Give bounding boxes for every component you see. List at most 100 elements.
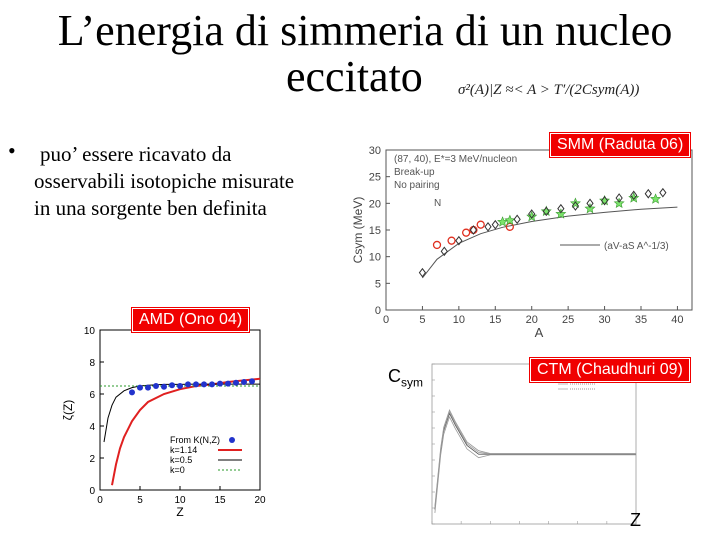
amd-data-point: [217, 380, 223, 387]
smm-y-tick-label: 5: [375, 278, 381, 290]
smm-breakup-point: [447, 236, 456, 245]
smm-x-tick-label: 5: [419, 314, 425, 326]
smm-nopairing-point: [540, 205, 552, 217]
amd-legend-label: k=1.14: [170, 445, 197, 455]
amd-y-tick-label: 10: [84, 326, 96, 337]
smm-n-point: [630, 190, 638, 201]
amd-data-point: [209, 381, 215, 388]
smm-label: SMM (Raduta 06): [550, 133, 691, 157]
smm-y-tick-label: 20: [369, 198, 381, 210]
ctm-chart: [418, 360, 644, 532]
smm-n-point: [528, 209, 536, 219]
smm-nopairing-point: [526, 210, 538, 222]
smm-n-point: [440, 246, 448, 257]
smm-nopairing-point: [628, 192, 640, 203]
csym-subscript: sym: [401, 375, 423, 390]
smm-x-tick-label: 15: [489, 314, 501, 326]
amd-x-tick-label: 0: [97, 495, 103, 506]
bullet-line-3: in una sorgente ben definita: [34, 196, 267, 220]
amd-data-point: [233, 379, 239, 386]
amd-y-tick-label: 2: [89, 454, 95, 465]
amd-y-tick-label: 6: [89, 390, 95, 401]
amd-x-tick-label: 15: [214, 495, 226, 506]
smm-n-point: [484, 221, 492, 232]
title-line-2: eccitato: [286, 52, 423, 101]
amd-label: AMD (Ono 04): [132, 308, 250, 332]
bullet-marker: •: [8, 138, 16, 163]
slide-title: L’energia di simmeria di un nucleo eccit…: [0, 8, 720, 100]
amd-data-point: [201, 381, 207, 388]
csym-main: C: [388, 366, 401, 386]
bullet-text: puo’ essere ricavato da osservabili isot…: [34, 141, 344, 222]
smm-y-tick-label: 10: [369, 252, 381, 264]
smm-y-axis-title: Csym (MeV): [352, 197, 365, 264]
ctm-curve: [434, 415, 636, 513]
amd-legend-label: k=0: [170, 465, 185, 475]
smm-n-point: [557, 203, 565, 214]
amd-data-point: [225, 380, 231, 387]
smm-breakup-point: [432, 240, 442, 250]
smm-nopairing-point: [555, 208, 567, 219]
smm-legend-breakup: Break-up: [394, 167, 435, 178]
smm-nopairing-point: [584, 202, 596, 214]
amd-y-tick-label: 0: [89, 486, 95, 497]
smm-y-tick-label: 15: [369, 225, 381, 237]
smm-x-tick-label: 25: [562, 314, 574, 326]
amd-x-axis-title: Z: [176, 505, 183, 519]
smm-nopairing-point: [613, 197, 625, 209]
amd-x-tick-label: 20: [254, 495, 266, 506]
smm-n-point: [542, 206, 550, 217]
smm-x-tick-label: 40: [671, 314, 683, 326]
amd-y-tick-label: 8: [89, 358, 95, 369]
smm-legend-curve: (aV-aS A^-1/3): [604, 241, 669, 252]
z-axis-label: Z: [630, 510, 641, 530]
amd-data-point: [177, 383, 183, 389]
bullet-line-2: osservabili isotopiche misurate: [34, 169, 295, 193]
title-line-1: L’energia di simmeria di un nucleo: [57, 6, 673, 55]
smm-n-point: [418, 267, 427, 278]
amd-legend-label: k=0.5: [170, 455, 192, 465]
amd-data-point: [153, 383, 159, 389]
smm-breakup-point: [476, 220, 485, 229]
amd-legend-swatch: [229, 437, 235, 443]
smm-nopairing-point: [497, 216, 509, 227]
amd-data-point: [241, 379, 247, 385]
smm-x-tick-label: 20: [526, 314, 538, 326]
smm-x-tick-label: 35: [635, 314, 647, 326]
amd-data-point: [185, 381, 191, 388]
smm-n-point: [455, 235, 463, 246]
smm-legend-n: N: [434, 198, 441, 209]
smm-n-point: [513, 214, 521, 225]
amd-x-tick-label: 10: [174, 495, 186, 506]
amd-y-tick-label: 4: [89, 422, 95, 433]
smm-y-tick-label: 30: [369, 145, 381, 157]
smm-n-point: [586, 198, 594, 209]
smm-y-tick-label: 0: [375, 305, 381, 317]
smm-x-tick-label: 30: [598, 314, 610, 326]
ctm-label: CTM (Chaudhuri 09): [530, 358, 690, 382]
smm-x-tick-label: 10: [453, 314, 465, 326]
smm-x-tick-label: 0: [383, 314, 389, 326]
smm-y-tick-label: 25: [369, 172, 381, 184]
smm-x-axis-title: A: [535, 325, 544, 340]
ctm-curve: [434, 410, 636, 508]
amd-data-point: [161, 383, 167, 390]
amd-data-point: [129, 389, 135, 396]
amd-data-point: [137, 384, 143, 391]
smm-nopairing-point: [599, 194, 611, 206]
smm-n-point: [659, 187, 667, 198]
smm-n-point: [600, 195, 609, 206]
smm-breakup-point: [461, 228, 471, 237]
smm-fit-curve: [422, 206, 678, 279]
csym-axis-label: Csym: [388, 366, 423, 390]
amd-data-point: [145, 384, 151, 391]
smm-n-point: [571, 201, 580, 211]
smm-n-point: [469, 225, 478, 235]
smm-breakup-point: [505, 222, 515, 231]
amd-data-point: [193, 381, 199, 388]
amd-y-axis-title: ζ(Z): [61, 400, 75, 421]
amd-data-point: [169, 382, 175, 389]
smm-n-point: [615, 193, 623, 203]
